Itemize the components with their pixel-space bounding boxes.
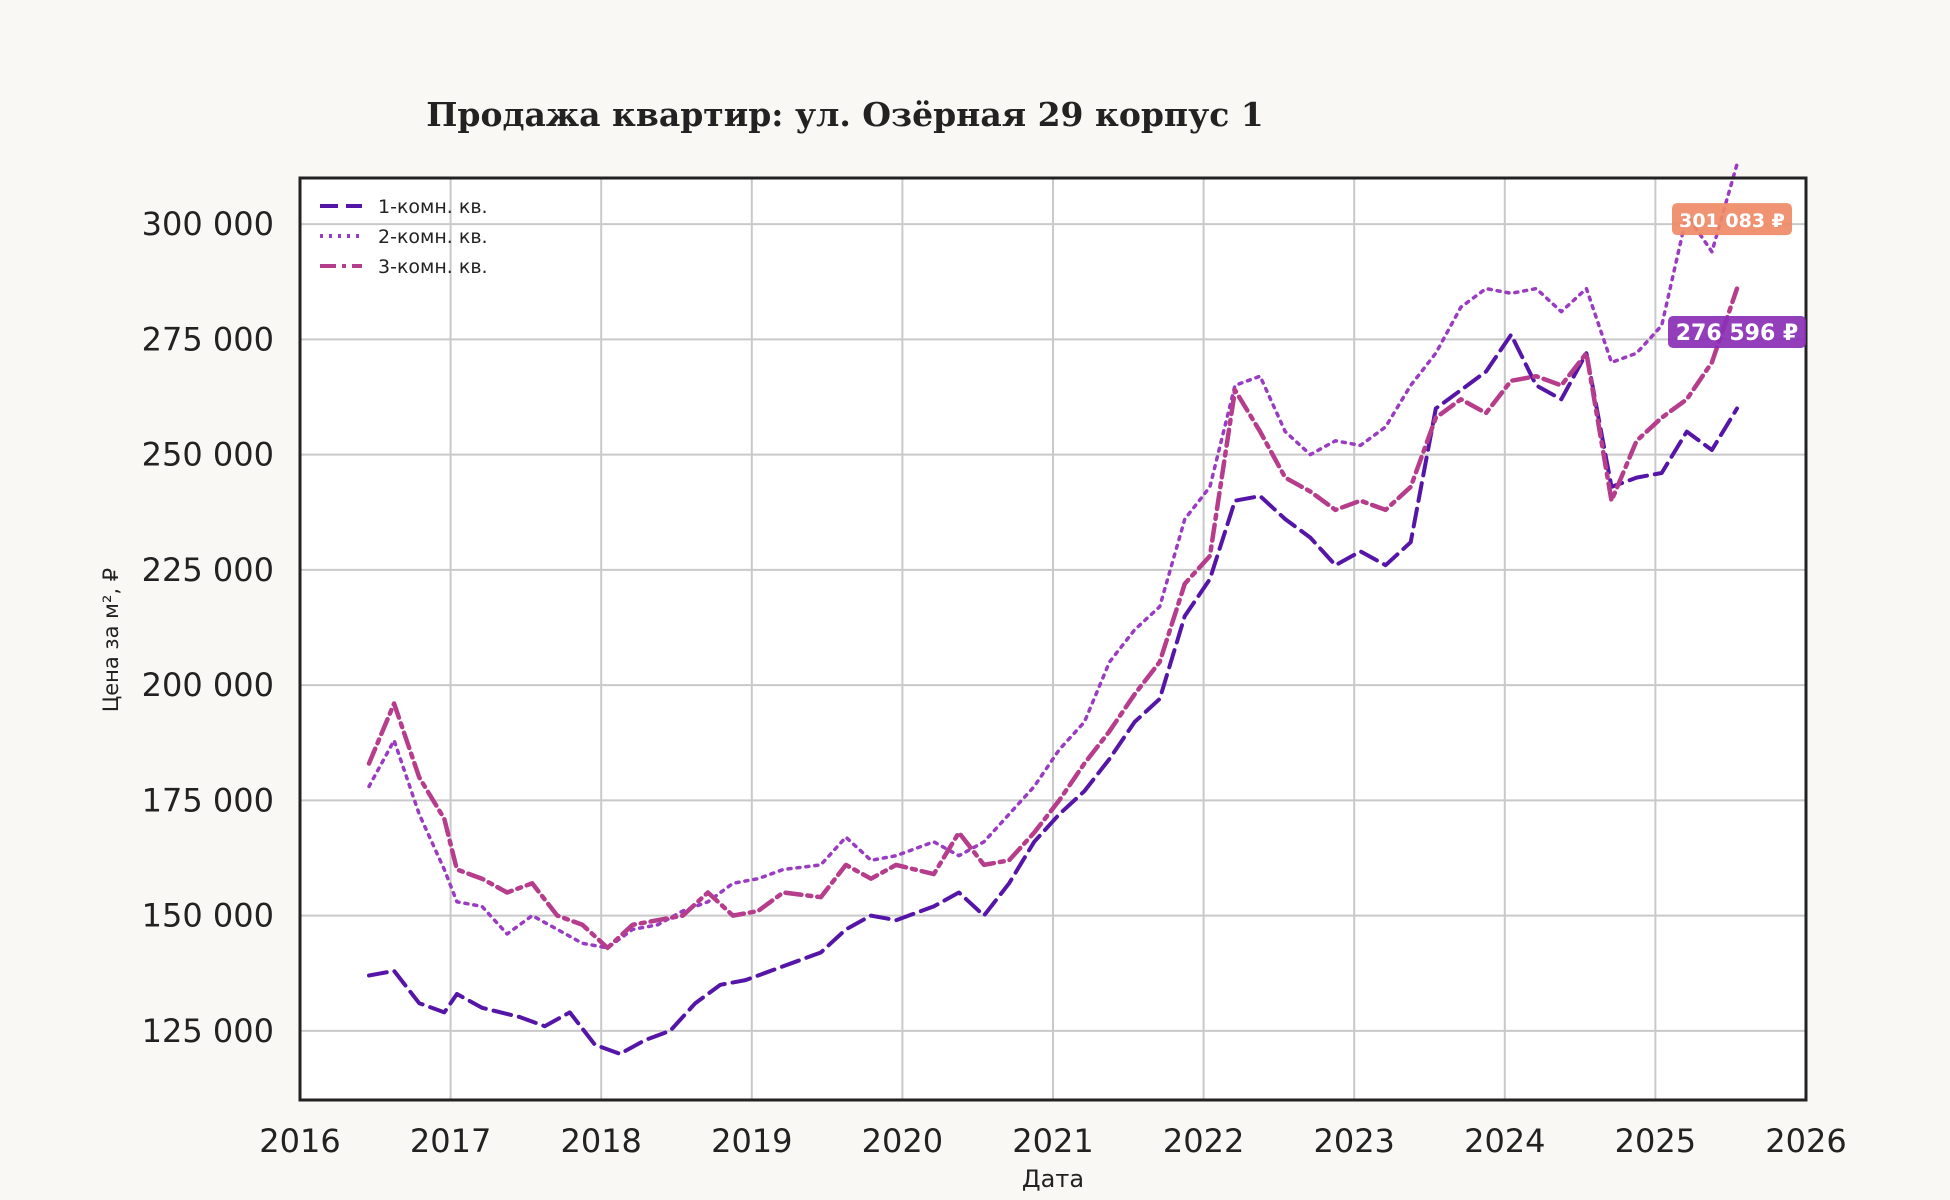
x-tick-label: 2020	[862, 1122, 943, 1160]
x-tick-label: 2018	[560, 1122, 641, 1160]
series-line-2	[367, 162, 1739, 950]
legend-entry: 1-комн. кв.	[378, 196, 488, 218]
x-tick-label: 2016	[259, 1122, 340, 1160]
y-tick-label: 300 000	[142, 205, 274, 243]
x-axis-label: Дата	[1022, 1165, 1084, 1193]
value-badges: 301 083 ₽ 276 596 ₽	[1668, 203, 1806, 348]
plot-frame	[298, 176, 1808, 1102]
y-tick-label: 250 000	[142, 436, 274, 474]
y-tick-label: 125 000	[142, 1012, 274, 1050]
y-axis-label: Цена за м², ₽	[99, 568, 123, 712]
y-tick-label: 225 000	[142, 551, 274, 589]
series-line-3	[366, 286, 1740, 951]
y-tick-label: 175 000	[142, 781, 274, 819]
chart-title: Продажа квартир: ул. Озёрная 29 корпус 1	[426, 95, 1264, 134]
x-tick-label: 2025	[1615, 1122, 1696, 1160]
x-tick-label: 2023	[1313, 1122, 1394, 1160]
value-badge	[1668, 315, 1806, 348]
x-tick-label: 2017	[410, 1122, 491, 1160]
value-badge-label: 301 083 ₽	[1679, 210, 1785, 232]
y-tick-label: 150 000	[142, 897, 274, 935]
value-badge	[1672, 203, 1792, 236]
y-axis-ticks: 125 000 150 000 175 000 200 000 225 000 250 0…	[142, 205, 274, 1050]
x-tick-label: 2022	[1163, 1122, 1244, 1160]
legend-entry: 2-комн. кв.	[378, 226, 488, 248]
y-tick-label: 275 000	[142, 320, 274, 358]
x-tick-label: 2024	[1464, 1122, 1545, 1160]
legend-entry: 3-комн. кв.	[378, 256, 488, 278]
legend: 1-комн. кв. 2-комн. кв. 3-комн. кв.	[320, 196, 488, 278]
x-tick-label: 2019	[711, 1122, 792, 1160]
x-tick-label: 2026	[1765, 1122, 1846, 1160]
y-tick-label: 200 000	[142, 666, 274, 704]
series-line-1	[367, 332, 1739, 1056]
series-lines	[366, 162, 1740, 1056]
x-axis-ticks: 2016 2017 2018 2019 2020 2021 2022 2023 2024 2025…	[259, 1122, 1846, 1160]
x-tick-label: 2021	[1012, 1122, 1093, 1160]
value-badge-label: 276 596 ₽	[1676, 321, 1798, 346]
